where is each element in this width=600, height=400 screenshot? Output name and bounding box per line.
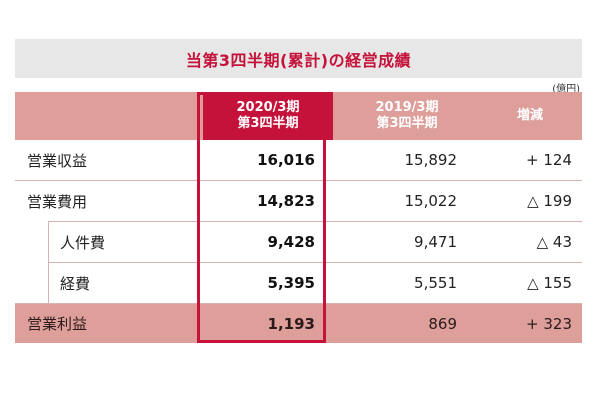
row-diff-value: △ 43 <box>536 233 572 251</box>
row-previous-value: 5,551 <box>414 274 457 292</box>
header-previous-year: 2019/3期 <box>375 100 439 115</box>
header-current-year: 2020/3期 <box>236 100 300 115</box>
row-previous-value: 9,471 <box>414 233 457 251</box>
header-previous-quarter: 第3四半期 <box>376 116 438 131</box>
unit-label: (億円) <box>552 84 580 95</box>
row-current-value: 16,016 <box>257 151 315 169</box>
table-header: 2020/3期 第3四半期 2019/3期 第3四半期 増減 <box>15 92 582 140</box>
table-row-personnel-expenses: 人件費 9,428 9,471 △ 43 <box>15 222 582 263</box>
table-title: 当第3四半期(累計)の経営成績 <box>15 39 582 78</box>
header-diff-label: 増減 <box>516 108 543 123</box>
table-row-operating-revenue: 営業収益 16,016 15,892 + 124 <box>15 140 582 181</box>
row-label: 営業費用 <box>27 192 88 211</box>
row-previous-value: 15,892 <box>404 151 458 169</box>
row-current-value: 1,193 <box>267 314 315 333</box>
row-previous-value: 15,022 <box>404 192 458 210</box>
row-diff-value: △ 155 <box>527 274 572 292</box>
table-row-operating-profit: 営業利益 1,193 869 + 323 <box>15 304 582 343</box>
row-current-value: 9,428 <box>267 233 315 251</box>
table-row-other-expenses: 経費 5,395 5,551 △ 155 <box>15 263 582 304</box>
row-label: 経費 <box>60 274 91 293</box>
row-divider <box>48 262 582 263</box>
row-label: 人件費 <box>60 233 106 252</box>
header-previous-period: 2019/3期 第3四半期 <box>342 92 472 140</box>
row-label: 営業利益 <box>27 315 88 333</box>
indent-guide <box>48 222 49 304</box>
header-current-quarter: 第3四半期 <box>237 116 299 131</box>
row-current-value: 14,823 <box>257 192 315 210</box>
row-diff-value: + 323 <box>526 314 572 333</box>
header-diff: 増減 <box>480 92 580 140</box>
row-label: 営業収益 <box>27 151 88 170</box>
header-current-period: 2020/3期 第3四半期 <box>203 92 333 140</box>
row-diff-value: + 124 <box>526 151 572 169</box>
row-diff-value: △ 199 <box>527 192 572 210</box>
row-previous-value: 869 <box>428 314 457 333</box>
row-divider <box>15 180 582 181</box>
row-divider <box>15 303 582 304</box>
table-row-operating-expenses: 営業費用 14,823 15,022 △ 199 <box>15 181 582 222</box>
row-current-value: 5,395 <box>267 274 315 292</box>
row-divider <box>48 221 582 222</box>
